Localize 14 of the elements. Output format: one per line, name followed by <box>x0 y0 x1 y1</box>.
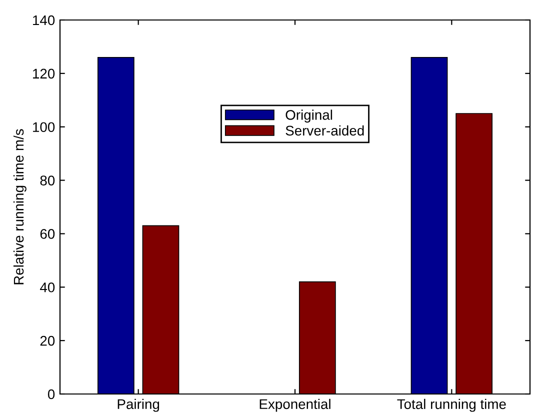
legend-label: Server-aided <box>286 125 364 136</box>
y-tick-label: 0 <box>48 389 55 400</box>
y-tick-label: 60 <box>40 229 55 239</box>
y-tick-label: 140 <box>33 15 55 26</box>
x-tick-label: Pairing <box>118 398 160 412</box>
y-tick-label: 120 <box>33 68 55 79</box>
y-tick-label: 20 <box>40 336 55 346</box>
y-tick-label: 80 <box>40 176 55 186</box>
y-axis-title: Relative running time m/s <box>13 129 26 284</box>
legend-label: Original <box>286 110 332 123</box>
y-tick-label: 40 <box>40 282 55 292</box>
y-tick-label: 100 <box>33 122 55 132</box>
x-tick-label: Exponential <box>260 398 330 412</box>
x-tick-label: Total running time <box>397 398 506 412</box>
